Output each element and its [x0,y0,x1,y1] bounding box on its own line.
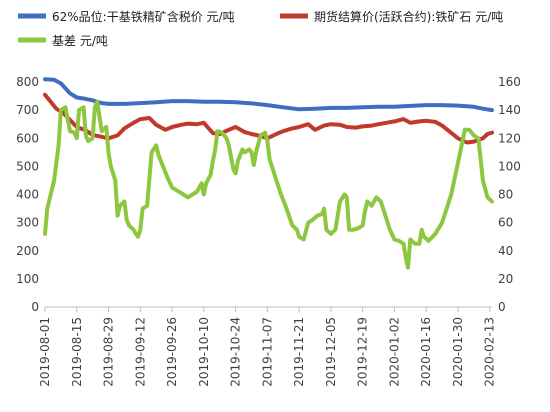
left-axis-tick-label: 100 [16,272,39,286]
x-axis-tick-label: 2019-09-26 [165,317,179,387]
x-axis-tick-label: 2019-11-21 [292,317,306,387]
left-axis-tick-label: 0 [31,300,39,314]
left-axis-tick-label: 800 [16,75,39,89]
right-axis-tick-label: 100 [498,159,521,173]
x-axis-tick-label: 2019-08-01 [38,317,52,387]
legend-label-futures-price: 期货结算价(活跃合约):铁矿石 元/吨 [314,9,503,24]
right-axis-tick-label: 0 [498,300,506,314]
left-axis-tick-label: 700 [16,103,39,117]
x-axis-tick-label: 2020-01-16 [419,317,433,387]
x-axis-tick-label: 2019-10-10 [197,317,211,387]
right-axis-tick-label: 40 [498,244,513,258]
right-axis-tick-label: 140 [498,103,521,117]
right-axis-tick-label: 160 [498,75,521,89]
right-axis-ticks: 0 20 40 60 80 100 120 140 160 [498,75,521,314]
left-axis-tick-label: 500 [16,159,39,173]
x-axis-tick-label: 2019-10-24 [229,317,243,387]
x-axis-tick-label: 2019-08-15 [70,317,84,387]
series-group [43,77,494,270]
left-axis-tick-label: 200 [16,244,39,258]
right-axis-tick-label: 120 [498,131,521,145]
right-axis-tick-label: 60 [498,216,513,230]
x-axis-tick-label: 2019-08-29 [102,317,116,387]
left-axis-ticks: 0 100 200 300 400 500 600 700 800 [16,75,39,314]
x-axis-tick-label: 2019-09-12 [133,317,147,387]
x-axis-tick-label: 2019-11-07 [260,317,274,387]
series-line-basis [43,99,494,270]
x-axis-tick-label: 2020-01-02 [387,317,401,387]
legend-label-basis: 基差 元/吨 [52,34,108,48]
x-axis-tick-label: 2019-12-05 [324,317,338,387]
left-axis-tick-label: 300 [16,216,39,230]
right-axis-tick-label: 80 [498,188,513,202]
left-axis-tick-label: 400 [16,188,39,202]
series-line-iron-ore-price [43,77,494,113]
legend: 62%品位:干基铁精矿含税价 元/吨 期货结算价(活跃合约):铁矿石 元/吨 基… [18,9,503,48]
right-axis-tick-label: 20 [498,272,513,286]
legend-label-iron-ore-price: 62%品位:干基铁精矿含税价 元/吨 [52,9,235,24]
x-axis-tick-label: 2020-01-30 [451,317,465,387]
x-axis-tick-label: 2020-02-13 [483,317,497,387]
x-axis-ticks: 2019-08-01 2019-08-15 2019-08-29 2019-09-12… [38,307,497,387]
left-axis-tick-label: 600 [16,131,39,145]
series-line-futures-price [43,92,494,145]
x-axis-tick-label: 2019-12-19 [356,317,370,387]
